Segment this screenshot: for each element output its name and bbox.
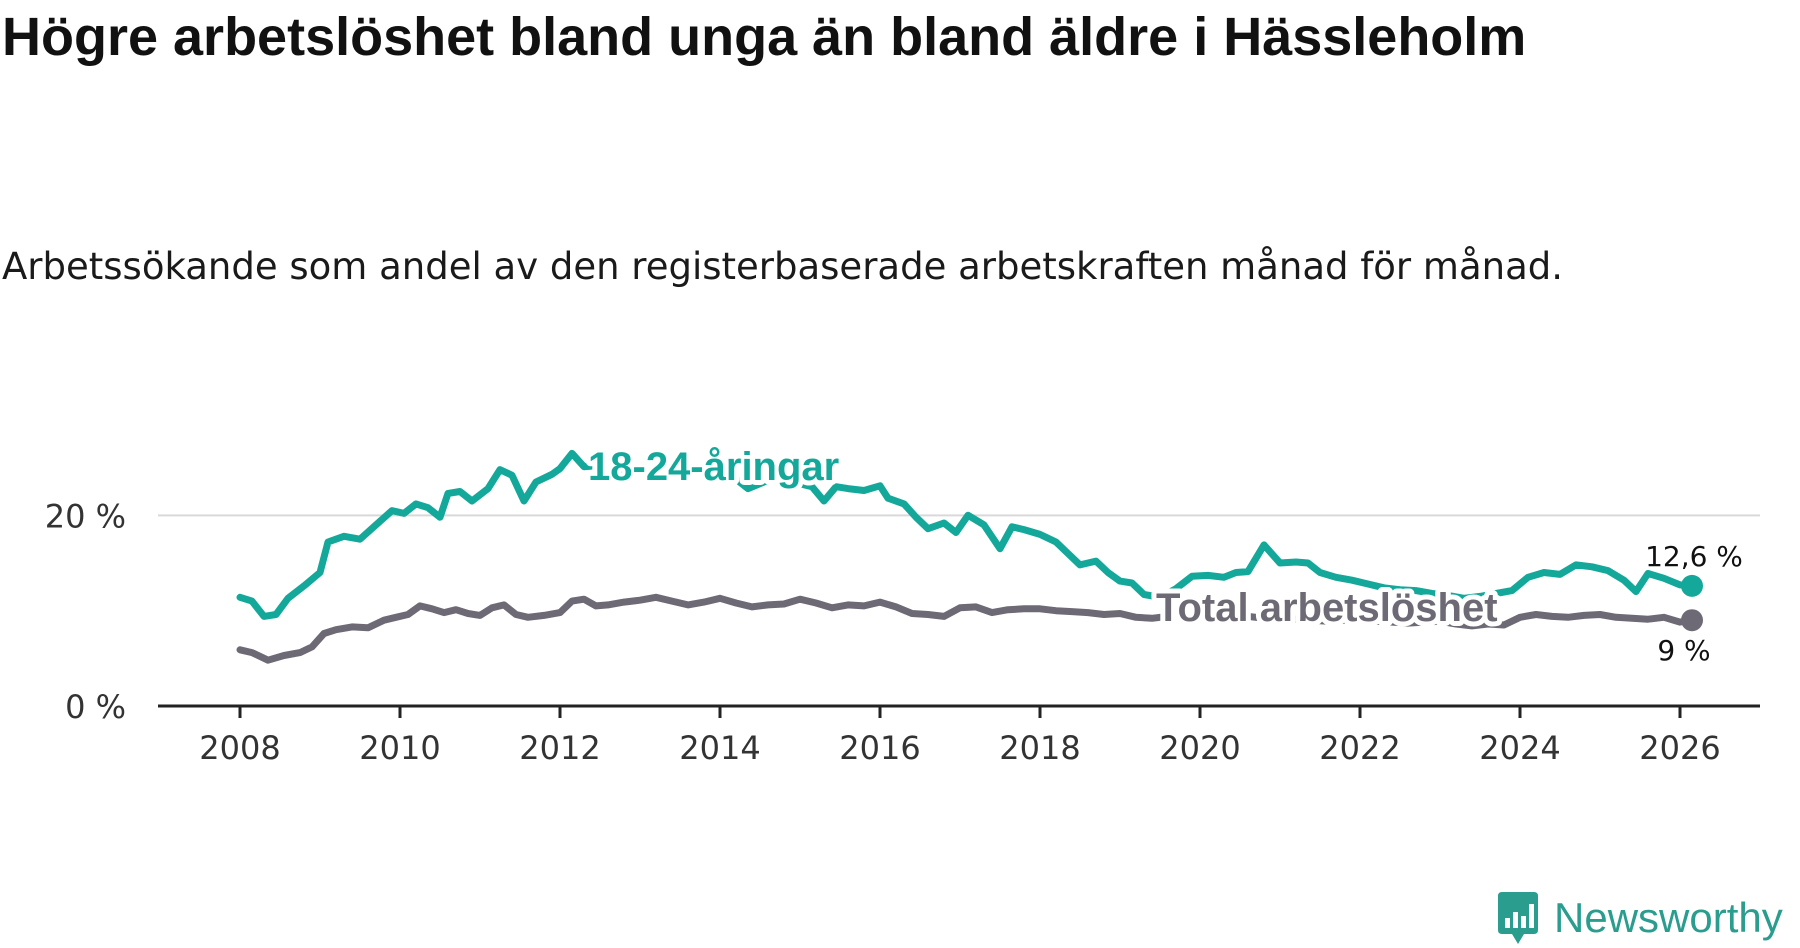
y-tick-label: 20 % xyxy=(45,497,126,535)
series-end-label-1: 9 % xyxy=(1657,634,1710,667)
chart-title: Högre arbetslöshet bland unga än bland ä… xyxy=(2,7,1527,67)
brand-name: Newsworthy xyxy=(1554,894,1783,941)
series-line-1 xyxy=(236,593,1696,664)
chart-subtitle: Arbetssökande som andel av den registerb… xyxy=(2,245,1563,288)
series-labels: 12,6 % 9 % 18-24-åringar Total arbetslöshet xyxy=(583,440,1743,667)
newsworthy-logo-icon xyxy=(1498,892,1538,944)
series-end-marker-1 xyxy=(1681,609,1703,632)
x-tick-label: 2008 xyxy=(199,729,280,767)
series-name-label-0: 18-24-åringar xyxy=(588,445,839,489)
x-tick-label: 2022 xyxy=(1319,729,1400,767)
line-chart: 0 % 20 % 2008 2010 2012 2014 2016 2018 2020 2022 2… xyxy=(45,440,1760,767)
series-end-label-0: 12,6 % xyxy=(1645,540,1743,573)
brand: Newsworthy xyxy=(1494,888,1783,948)
series-end-marker-0 xyxy=(1681,574,1703,597)
x-tick-label: 2014 xyxy=(679,729,760,767)
axes: 0 % 20 % 2008 2010 2012 2014 2016 2018 2020 2022 2… xyxy=(45,497,1760,767)
x-tick-label: 2016 xyxy=(839,729,920,767)
series-line-0 xyxy=(236,449,1696,620)
x-tick-label: 2026 xyxy=(1639,729,1720,767)
y-tick-label: 0 % xyxy=(65,688,126,726)
x-tick-label: 2012 xyxy=(519,729,600,767)
x-tick-label: 2010 xyxy=(359,729,440,767)
x-tick-label: 2018 xyxy=(999,729,1080,767)
series-name-label-1: Total arbetslöshet xyxy=(1156,586,1498,630)
x-tick-label: 2020 xyxy=(1159,729,1240,767)
x-tick-label: 2024 xyxy=(1479,729,1560,767)
series-lines xyxy=(236,449,1703,664)
